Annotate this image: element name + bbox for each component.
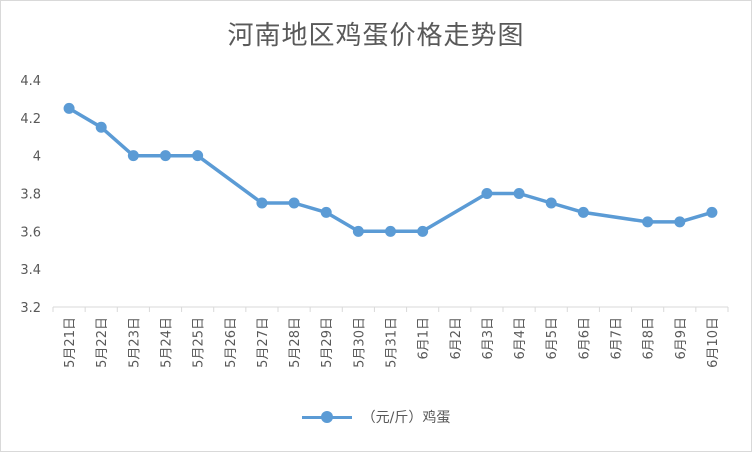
x-tick-label: 5月31日 xyxy=(385,317,400,368)
y-tick-label: 3.4 xyxy=(20,263,41,278)
x-tick-label: 5月21日 xyxy=(63,317,78,368)
y-tick-label: 3.2 xyxy=(20,301,41,316)
data-point xyxy=(706,206,718,218)
x-tick-label: 5月28日 xyxy=(288,317,303,368)
x-tick-label: 6月6日 xyxy=(577,317,592,360)
chart-title: 河南地区鸡蛋价格走势图 xyxy=(227,21,525,51)
y-tick-label: 3.6 xyxy=(20,225,41,240)
data-point xyxy=(417,225,429,237)
x-tick-label: 6月2日 xyxy=(449,317,464,360)
data-point xyxy=(63,102,75,114)
x-tick-label: 5月24日 xyxy=(160,317,175,368)
data-point xyxy=(674,216,686,228)
data-point xyxy=(127,150,139,162)
data-point xyxy=(320,206,332,218)
data-point xyxy=(288,197,300,209)
x-tick-label: 6月1日 xyxy=(417,317,432,360)
x-tick-label: 5月25日 xyxy=(192,317,207,368)
data-point xyxy=(192,150,204,162)
y-tick-label: 4 xyxy=(33,150,41,165)
x-tick-label: 6月7日 xyxy=(610,317,625,360)
x-tick-label: 5月23日 xyxy=(127,317,142,368)
x-tick-label: 5月26日 xyxy=(224,317,239,368)
x-tick-label: 5月29日 xyxy=(320,317,335,368)
data-point xyxy=(577,206,589,218)
data-point xyxy=(160,150,171,162)
x-tick-label: 6月5日 xyxy=(545,317,560,360)
data-point xyxy=(481,188,493,199)
data-point xyxy=(642,216,654,228)
x-tick-label: 6月4日 xyxy=(513,317,528,360)
x-tick-label: 5月30日 xyxy=(352,317,367,368)
data-point xyxy=(352,225,364,237)
x-tick-label: 6月3日 xyxy=(481,317,496,360)
legend-line-marker-icon xyxy=(301,410,352,424)
y-tick-label: 4.2 xyxy=(20,112,41,127)
data-point xyxy=(545,197,557,209)
x-tick-label: 5月22日 xyxy=(95,317,110,368)
legend-label: （元/斤）鸡蛋 xyxy=(361,410,451,426)
data-point xyxy=(256,197,268,209)
x-tick-label: 6月9日 xyxy=(674,317,689,360)
y-tick-label: 4.4 xyxy=(20,74,41,89)
data-point xyxy=(95,121,107,133)
x-tick-label: 5月27日 xyxy=(256,317,271,368)
legend: （元/斤）鸡蛋 xyxy=(1,407,751,427)
x-tick-label: 6月10日 xyxy=(706,317,721,368)
data-point xyxy=(513,188,525,199)
y-tick-label: 3.8 xyxy=(20,188,41,203)
data-point xyxy=(385,225,396,237)
x-tick-label: 6月8日 xyxy=(642,317,657,360)
series-line xyxy=(67,106,714,234)
